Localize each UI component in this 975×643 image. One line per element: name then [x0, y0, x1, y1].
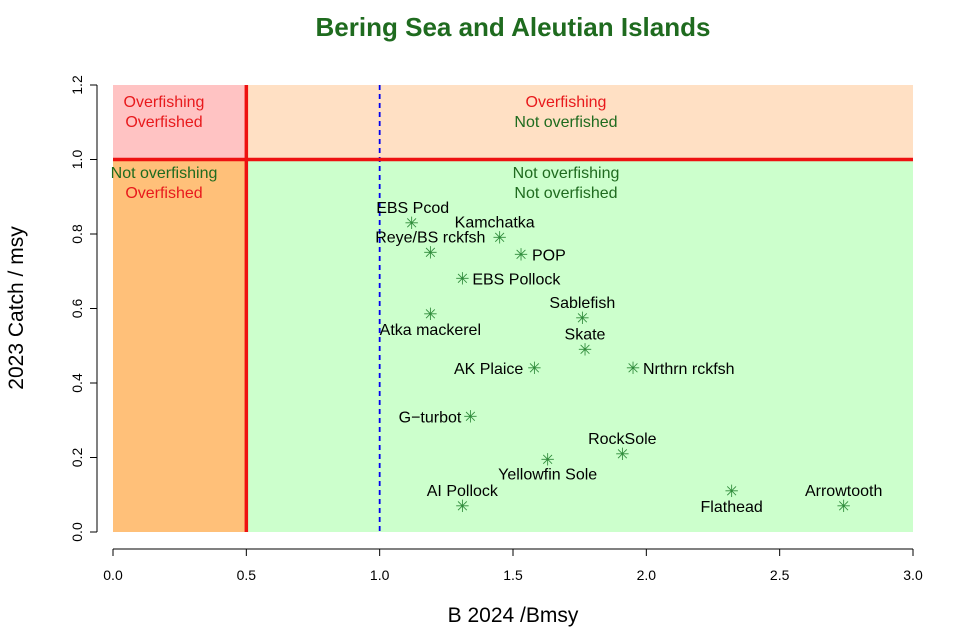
zone-not-overfishing-overfished-label-line1: Not overfishing	[111, 165, 218, 182]
axes: 0.0 0.5 1.0 1.5 2.0 2.5 3.0 0.0 0.2 0.4 0.6 0.8 1.0 1…	[69, 75, 923, 583]
data-point-marker: ✳	[423, 305, 437, 325]
data-point-marker: ✳	[527, 359, 541, 379]
data-point-label: Reye/BS rckfsh	[375, 230, 485, 247]
data-point-marker: ✳	[463, 408, 477, 428]
zone-overfishing-not-overfished-label-line1: Overfishing	[526, 94, 607, 111]
plot-zones: Overfishing Overfished Overfishing Not over…	[111, 85, 914, 532]
data-point-marker: ✳	[541, 450, 555, 470]
x-tick-label: 1.0	[370, 567, 390, 583]
data-point-label: EBS Pcod	[376, 200, 449, 217]
data-point-label: Skate	[565, 326, 606, 343]
data-point-label: Sablefish	[549, 295, 615, 312]
data-point-label: AI Pollock	[427, 483, 499, 500]
zone-not-overfishing-overfished-label-line2: Overfished	[125, 185, 202, 202]
data-point-label: Flathead	[701, 499, 763, 516]
x-tick-label: 0.0	[103, 567, 123, 583]
zone-not-overfishing-not-overfished-label-line2: Not overfished	[514, 185, 617, 202]
data-point-marker: ✳	[615, 445, 629, 465]
zone-not-overfishing-not-overfished-label-line1: Not overfishing	[513, 165, 620, 182]
y-axis-label: 2023 Catch / msy	[5, 226, 28, 390]
data-point-marker: ✳	[514, 245, 528, 265]
data-points: ✳EBS Pcod✳Kamchatka✳Reye/BS rckfsh✳ POP✳ E…	[375, 200, 882, 517]
zone-overfishing-overfished-label-line1: Overfishing	[124, 94, 205, 111]
x-tick-label: 3.0	[903, 567, 923, 583]
x-axis-label: B 2024 /Bmsy	[448, 604, 579, 627]
data-point-marker: ✳	[725, 482, 739, 502]
zone-overfishing-not-overfished-label-line2: Not overfished	[514, 114, 617, 131]
data-point-label: AK Plaice	[454, 361, 523, 378]
x-tick-label: 1.5	[503, 567, 523, 583]
zone-not-overfishing-overfished	[113, 159, 247, 532]
x-tick-label: 2.0	[637, 567, 657, 583]
y-tick-label: 1.0	[69, 150, 85, 170]
data-point-marker: ✳	[493, 229, 507, 249]
data-point-label: Yellowfin Sole	[498, 466, 597, 483]
zone-overfishing-overfished-label-line2: Overfished	[125, 114, 202, 131]
data-point-marker: ✳	[575, 309, 589, 329]
y-tick-label: 0.2	[69, 448, 85, 468]
y-tick-label: 0.4	[69, 373, 85, 393]
data-point-marker: ✳	[455, 270, 469, 290]
data-point-label: RockSole	[588, 431, 657, 448]
zone-overfishing-overfished	[113, 85, 247, 160]
data-point-marker: ✳	[405, 214, 419, 234]
reference-lines	[113, 85, 913, 532]
data-point-label: EBS Pollock	[472, 272, 561, 289]
x-tick-label: 0.5	[237, 567, 257, 583]
zone-overfishing-not-overfished	[246, 85, 914, 160]
y-tick-label: 0.0	[69, 522, 85, 542]
zone-not-overfishing-not-overfished	[246, 159, 914, 532]
data-point-label: Kamchatka	[455, 215, 535, 232]
y-tick-label: 0.8	[69, 224, 85, 244]
data-point-label: G−turbot	[399, 410, 462, 427]
x-tick-label: 2.5	[770, 567, 790, 583]
y-tick-label: 0.6	[69, 299, 85, 319]
data-point-label: Nrthrn rckfsh	[643, 361, 735, 378]
data-point-marker: ✳	[455, 497, 469, 517]
y-tick-label: 1.2	[69, 75, 85, 95]
data-point-marker: ✳	[578, 340, 592, 360]
data-point-label: POP	[532, 247, 566, 264]
chart-title: Bering Sea and Aleutian Islands	[316, 12, 711, 42]
data-point-label: Atka mackerel	[380, 322, 481, 339]
data-point-marker: ✳	[626, 359, 640, 379]
data-point-marker: ✳	[423, 244, 437, 264]
data-point-marker: ✳	[837, 497, 851, 517]
data-point-label: Arrowtooth	[805, 483, 882, 500]
